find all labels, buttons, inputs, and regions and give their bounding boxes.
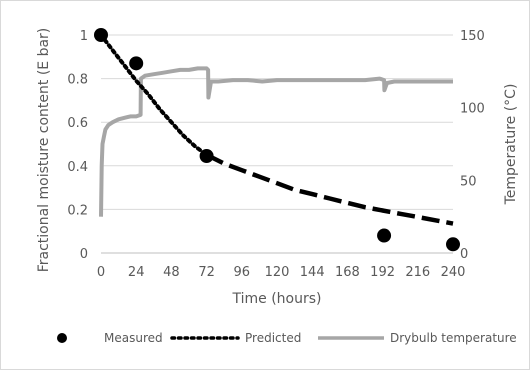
y-tick-label: 0 — [80, 247, 88, 262]
measured-point — [129, 56, 144, 71]
x-tick-label: 216 — [405, 265, 430, 280]
temperature-line — [99, 66, 453, 217]
x-tick-label: 0 — [97, 265, 105, 280]
x-tick-label: 144 — [300, 265, 325, 280]
y-tick-label: 1 — [80, 29, 88, 44]
series-layer — [94, 28, 460, 252]
legend-temperature-label: Drybulb temperature — [390, 331, 517, 345]
measured-point — [199, 148, 214, 163]
measured-point — [377, 228, 392, 243]
x-tick-label: 96 — [234, 265, 251, 280]
x-tick-label: 48 — [163, 265, 180, 280]
y2-axis-title: Temperature (°C) — [503, 84, 519, 206]
x-tick-label: 168 — [335, 265, 360, 280]
x-tick-label: 240 — [441, 265, 466, 280]
y-tick-label: 0.6 — [67, 116, 88, 131]
y-tick-label: 0.8 — [67, 73, 88, 88]
y-tick-label: 0.4 — [67, 160, 88, 175]
measured-point — [446, 237, 460, 252]
x-axis-title: Time (hours) — [232, 291, 322, 307]
y2-tick-label: 50 — [460, 174, 477, 189]
y2-tick-label: 100 — [460, 102, 485, 117]
predicted-line-dotted — [99, 33, 209, 157]
axes: 0 0.2 0.4 0.6 0.8 1 0 50 100 150 0 24 48 72 96 120 144 16… — [67, 29, 485, 280]
legend-measured-marker — [57, 333, 67, 343]
gridlines — [101, 34, 453, 210]
x-tick-label: 120 — [265, 265, 290, 280]
predicted-line-dashed — [205, 152, 454, 226]
legend-predicted-label: Predicted — [245, 331, 301, 345]
x-tick-label: 192 — [370, 265, 395, 280]
legend: Measured Predicted Drybulb temperature — [57, 331, 517, 345]
x-tick-label: 24 — [128, 265, 145, 280]
measured-point — [94, 28, 108, 42]
legend-measured-label: Measured — [104, 331, 163, 345]
y-axis-title: Fractional moisture content (E bar) — [36, 28, 52, 273]
y2-tick-label: 0 — [460, 247, 468, 262]
x-tick-label: 72 — [198, 265, 215, 280]
y-tick-label: 0.2 — [67, 203, 88, 218]
y2-tick-label: 150 — [460, 29, 485, 44]
